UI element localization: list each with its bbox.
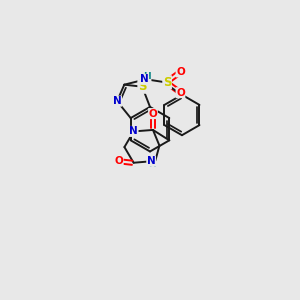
Text: S: S	[138, 80, 146, 93]
Text: N: N	[113, 96, 122, 106]
Text: S: S	[163, 76, 171, 89]
Text: N: N	[147, 156, 155, 166]
Text: N: N	[140, 74, 148, 84]
Text: O: O	[114, 156, 123, 166]
Text: H: H	[148, 160, 156, 169]
Text: O: O	[176, 88, 185, 98]
Text: O: O	[176, 67, 185, 77]
Text: O: O	[148, 109, 157, 118]
Text: H: H	[143, 72, 151, 81]
Text: N: N	[129, 126, 138, 136]
